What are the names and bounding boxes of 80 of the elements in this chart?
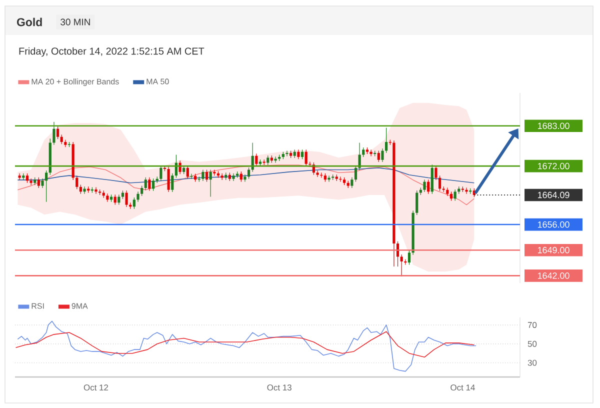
candlestick — [385, 127, 388, 154]
candlestick — [297, 149, 300, 160]
candlestick — [83, 186, 86, 194]
y-tick-label: 1664.09 — [538, 192, 570, 198]
candlestick — [304, 149, 308, 166]
candlestick — [274, 156, 277, 164]
candlestick — [79, 184, 82, 194]
candlestick — [446, 187, 449, 196]
candlestick — [328, 175, 330, 182]
x-tick-label: Oct 12 — [84, 384, 108, 391]
candlestick — [286, 150, 288, 157]
x-tick-label: Oct 13 — [267, 384, 292, 391]
y-tick-label: 1656.00 — [538, 221, 570, 228]
candlestick — [148, 177, 151, 192]
y-tick-label: 70 — [528, 322, 537, 328]
candlestick — [125, 190, 128, 208]
candlestick — [186, 165, 189, 180]
candlestick — [450, 191, 453, 202]
candlestick — [132, 197, 136, 210]
candlestick — [76, 175, 78, 190]
candlestick — [30, 178, 32, 186]
chart-subtitle: 30 MIN — [60, 18, 90, 26]
candlestick — [41, 178, 44, 188]
candlestick — [240, 171, 242, 182]
candlestick — [362, 147, 365, 158]
candlestick — [171, 173, 174, 192]
candlestick — [167, 166, 170, 192]
candlestick — [37, 177, 40, 188]
candlestick — [416, 190, 418, 216]
candlestick — [370, 149, 372, 157]
candlestick — [178, 160, 182, 174]
candlestick — [354, 165, 358, 182]
x-tick-label: Oct 14 — [450, 384, 475, 391]
candlestick — [136, 191, 140, 202]
candlestick — [220, 173, 224, 180]
candlestick — [266, 155, 270, 166]
candlestick — [427, 179, 430, 194]
candlestick — [247, 167, 250, 180]
candlestick — [160, 165, 162, 182]
candlestick — [94, 186, 98, 194]
candlestick — [454, 189, 456, 202]
candlestick — [144, 177, 147, 190]
y-tick-label: 1672.00 — [538, 162, 570, 170]
candlestick — [434, 165, 438, 180]
candlestick — [64, 139, 67, 148]
candlestick — [52, 122, 56, 146]
candlestick — [209, 169, 212, 198]
y-tick-label: 1642.00 — [538, 272, 570, 279]
candlestick — [118, 194, 120, 206]
candlestick — [430, 164, 434, 194]
candlestick — [400, 254, 403, 277]
candlestick — [140, 186, 144, 196]
candlestick — [26, 173, 29, 184]
candlestick — [244, 174, 246, 182]
candlestick — [152, 178, 155, 192]
candlestick — [205, 169, 208, 182]
candlestick — [60, 134, 63, 144]
candlestick — [262, 159, 266, 166]
candlestick — [423, 179, 426, 192]
candlestick — [350, 177, 354, 188]
candlestick — [300, 149, 304, 160]
candlestick — [438, 175, 442, 192]
text: Friday, October 14, 2022 1:52:15 AM CET — [19, 47, 204, 57]
chart-title: Gold — [16, 18, 42, 26]
candlestick — [377, 150, 380, 162]
candlestick — [106, 193, 109, 202]
candlestick — [45, 170, 48, 202]
candlestick — [114, 194, 116, 206]
candlestick — [408, 250, 411, 266]
candlestick — [202, 169, 204, 182]
candlestick — [316, 170, 319, 178]
candlestick — [465, 187, 468, 194]
y-tick-label: 1649.00 — [538, 246, 570, 254]
y-tick-label: 50 — [528, 340, 537, 347]
candlestick — [381, 148, 384, 162]
y-tick-label: 30 — [528, 360, 537, 366]
candlestick — [56, 126, 60, 140]
line-series — [17, 164, 475, 206]
y-tick-label: 1683.00 — [538, 122, 570, 130]
candlestick — [255, 153, 258, 166]
